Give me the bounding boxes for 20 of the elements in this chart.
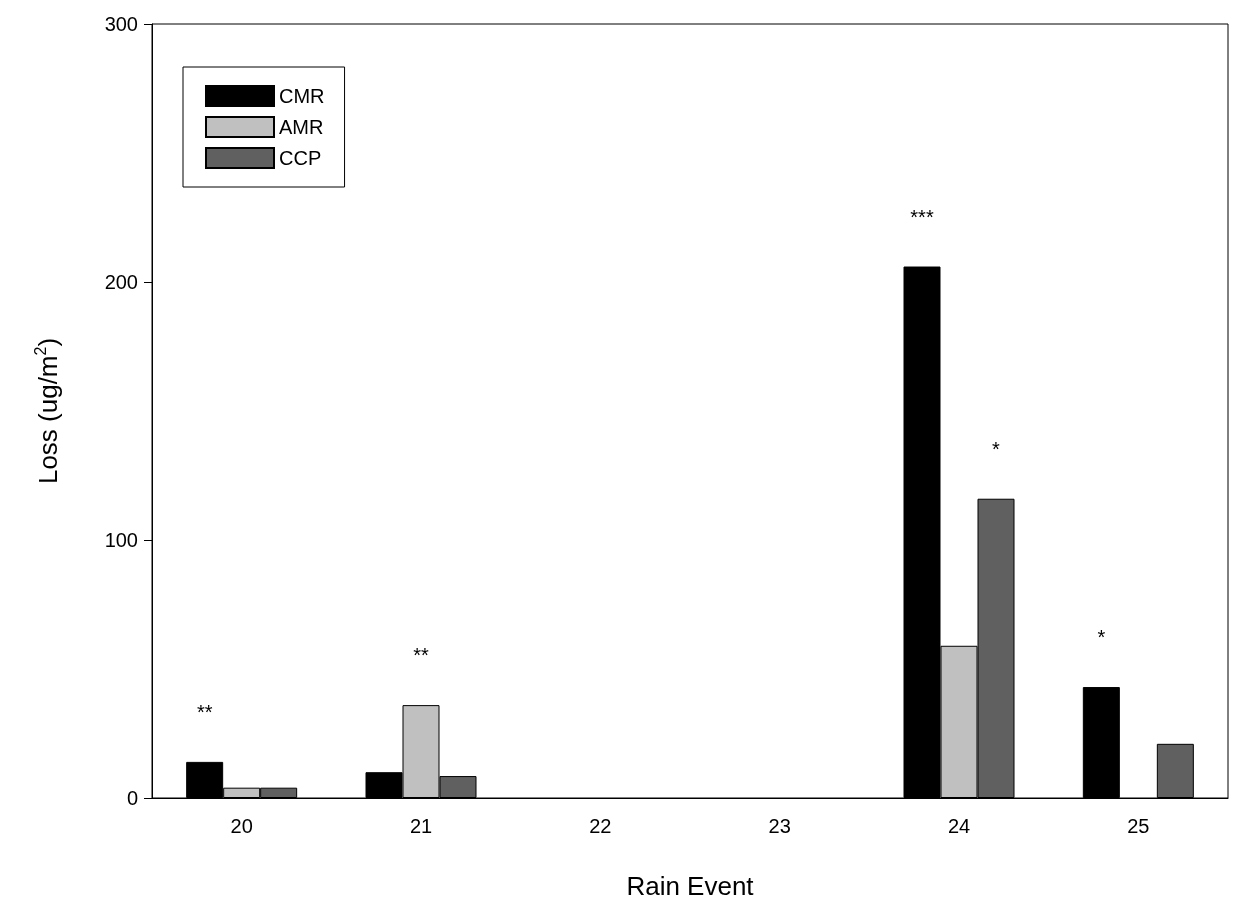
annotation: * xyxy=(992,437,1001,460)
y-tick-label: 200 xyxy=(104,271,138,293)
y-axis-title: Loss (ug/m2) xyxy=(31,337,63,485)
x-tick-label: 22 xyxy=(589,815,612,837)
legend-label: AMR xyxy=(279,116,324,138)
y-tick-label: 0 xyxy=(126,787,138,809)
annotation: * xyxy=(1097,626,1106,649)
x-axis-title: Rain Event xyxy=(626,871,755,901)
x-tick-label: 24 xyxy=(947,815,971,837)
x-tick-label: 23 xyxy=(768,815,791,837)
annotation: ** xyxy=(413,644,429,667)
x-tick-label: 21 xyxy=(409,815,433,837)
legend-label: CMR xyxy=(279,85,325,107)
x-tick-label: 25 xyxy=(1127,815,1150,837)
annotation: *** xyxy=(910,205,934,228)
annotation: ** xyxy=(196,700,213,723)
x-tick-label: 20 xyxy=(230,815,253,837)
y-tick-label: 100 xyxy=(104,529,138,551)
legend-label: CCP xyxy=(279,147,322,169)
y-tick-label: 300 xyxy=(104,13,138,35)
